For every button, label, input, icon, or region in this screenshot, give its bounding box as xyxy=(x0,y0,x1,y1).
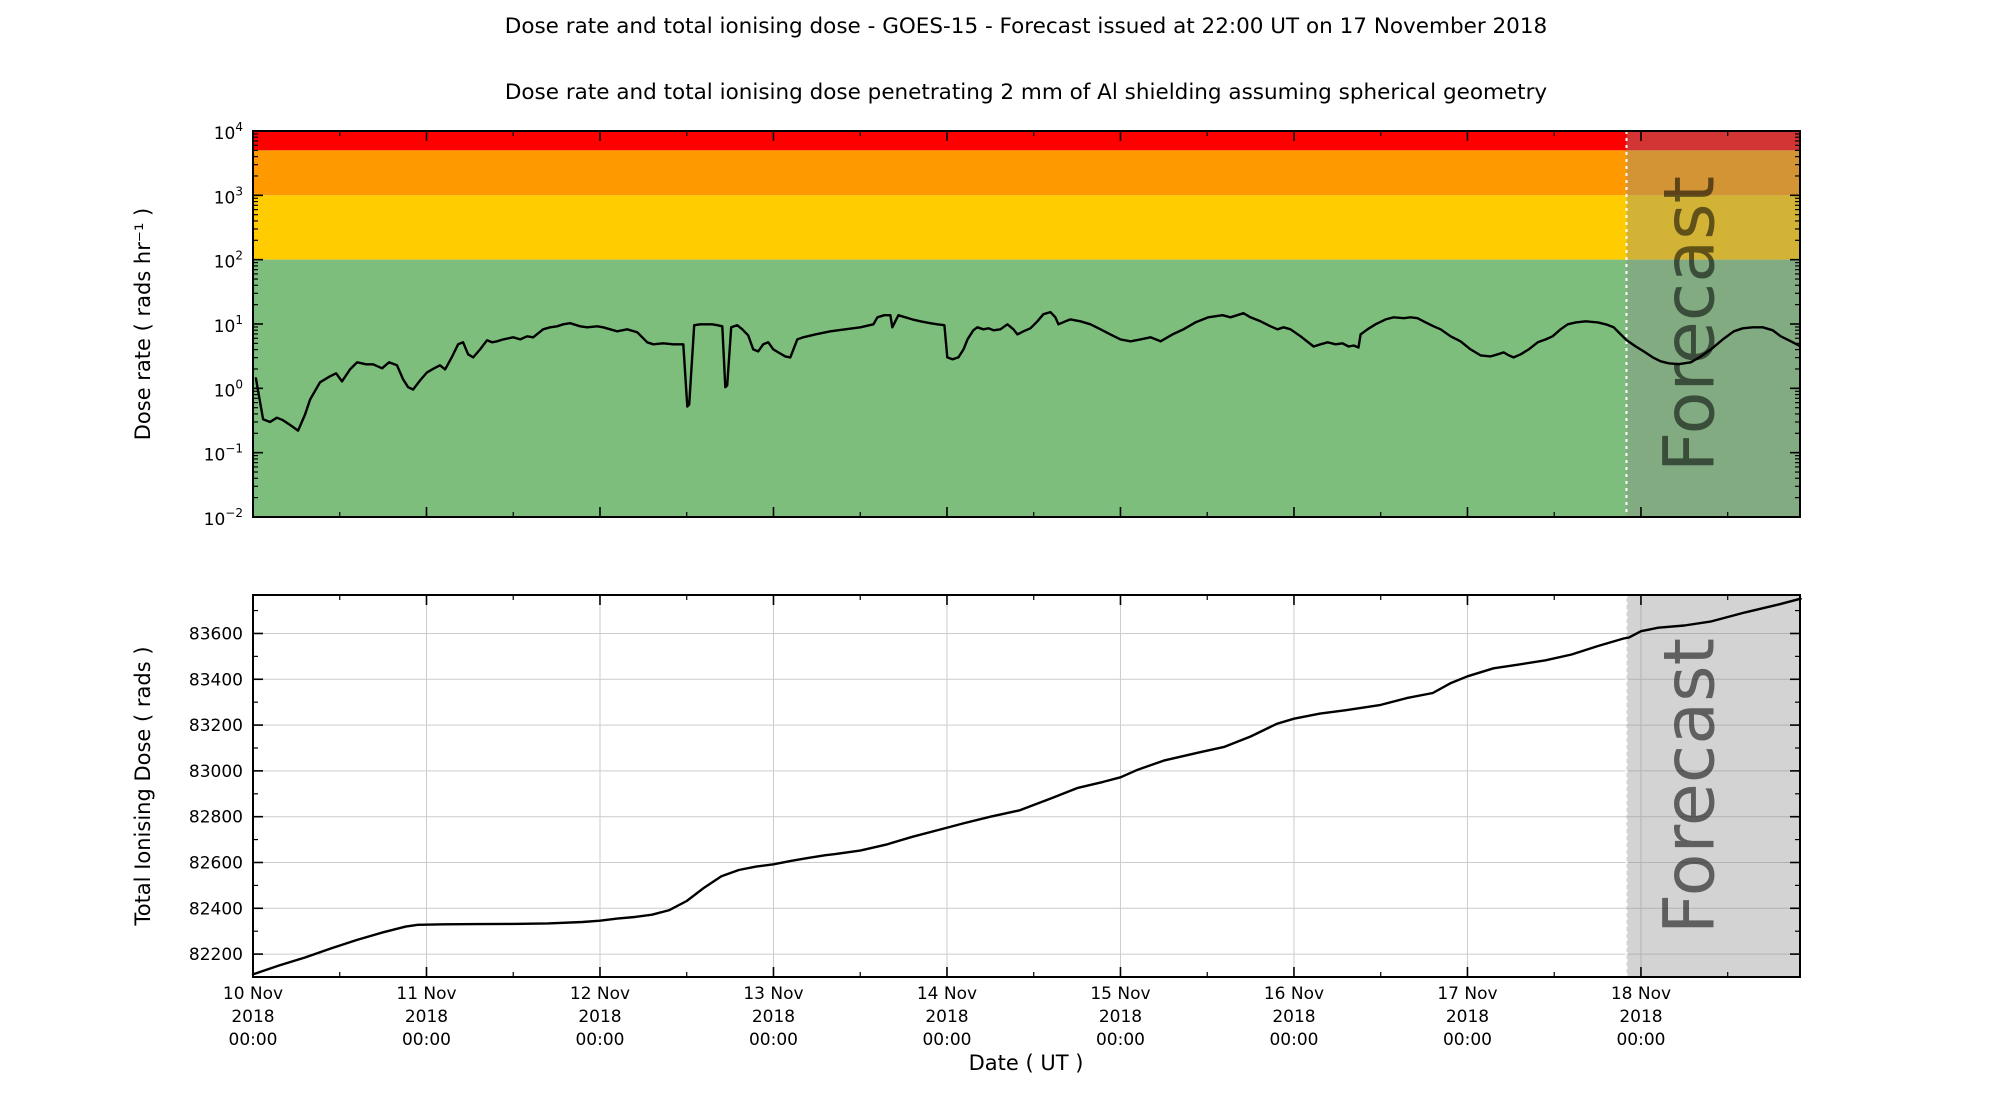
y-tick-label: 104 xyxy=(214,120,243,144)
y-tick-label: 10−2 xyxy=(204,506,243,530)
plot-root: Forecast 104 103 102 101 100 10−1 10−2 Forecast 8… xyxy=(189,120,1802,1050)
dose-rate-band-red-alert xyxy=(253,131,1800,151)
forecast-overlay xyxy=(1626,595,1800,977)
y-tick-label: 83000 xyxy=(189,762,243,782)
y-tick-label: 82600 xyxy=(189,853,243,873)
chart-subtitle: Dose rate and total ionising dose penetr… xyxy=(505,80,1548,105)
y-tick-label: 103 xyxy=(214,184,243,208)
y-tick-label: 82800 xyxy=(189,808,243,828)
x-tick-label: 12 Nov 2018 00:00 xyxy=(570,984,630,1050)
x-tick-label: 18 Nov 2018 00:00 xyxy=(1611,984,1671,1050)
x-tick-label: 11 Nov 2018 00:00 xyxy=(396,984,456,1050)
dose-rate-band-orange-warning xyxy=(253,150,1800,196)
y-tick-label: 82200 xyxy=(189,945,243,965)
chart-title: Dose rate and total ionising dose - GOES… xyxy=(505,14,1547,39)
y-tick-label: 100 xyxy=(214,377,243,401)
y-tick-label: 10−1 xyxy=(204,442,243,466)
total-ionising-dose-series-line xyxy=(251,597,1802,976)
total-ionising-dose-frame xyxy=(252,594,1801,978)
dose-rate-y-axis-label: Dose rate ( rads hr⁻¹ ) xyxy=(131,208,155,441)
y-tick-label: 82400 xyxy=(189,899,243,919)
y-tick-label: 101 xyxy=(214,313,243,337)
y-tick-label: 102 xyxy=(214,249,243,273)
x-axis-label: Date ( UT ) xyxy=(969,1051,1084,1075)
forecast-overlay xyxy=(1626,131,1800,517)
forecast-watermark: Forecast xyxy=(1648,638,1730,934)
dose-rate-band-green-nominal xyxy=(253,259,1800,517)
y-tick-label: 83200 xyxy=(189,716,243,736)
x-tick-label: 14 Nov 2018 00:00 xyxy=(917,984,977,1050)
x-tick-label: 17 Nov 2018 00:00 xyxy=(1437,984,1497,1050)
dose-rate-series-line xyxy=(254,310,1801,432)
forecast-watermark: Forecast xyxy=(1648,176,1730,472)
dose-rate-band-yellow-caution xyxy=(253,195,1800,260)
x-tick-label: 15 Nov 2018 00:00 xyxy=(1090,984,1150,1050)
total-ionising-dose-panel: Forecast 82200 82400 82600 82800 83000 83200 83… xyxy=(189,594,1802,1050)
dose-rate-panel: Forecast 104 103 102 101 100 10−1 10−2 xyxy=(204,120,1801,530)
x-tick-label: 16 Nov 2018 00:00 xyxy=(1264,984,1324,1050)
x-tick-label: 13 Nov 2018 00:00 xyxy=(743,984,803,1050)
x-tick-label: 10 Nov 2018 00:00 xyxy=(223,984,283,1050)
y-tick-label: 83600 xyxy=(189,624,243,644)
y-tick-label: 83400 xyxy=(189,670,243,690)
total-dose-y-axis-label: Total Ionising Dose ( rads ) xyxy=(131,646,155,926)
